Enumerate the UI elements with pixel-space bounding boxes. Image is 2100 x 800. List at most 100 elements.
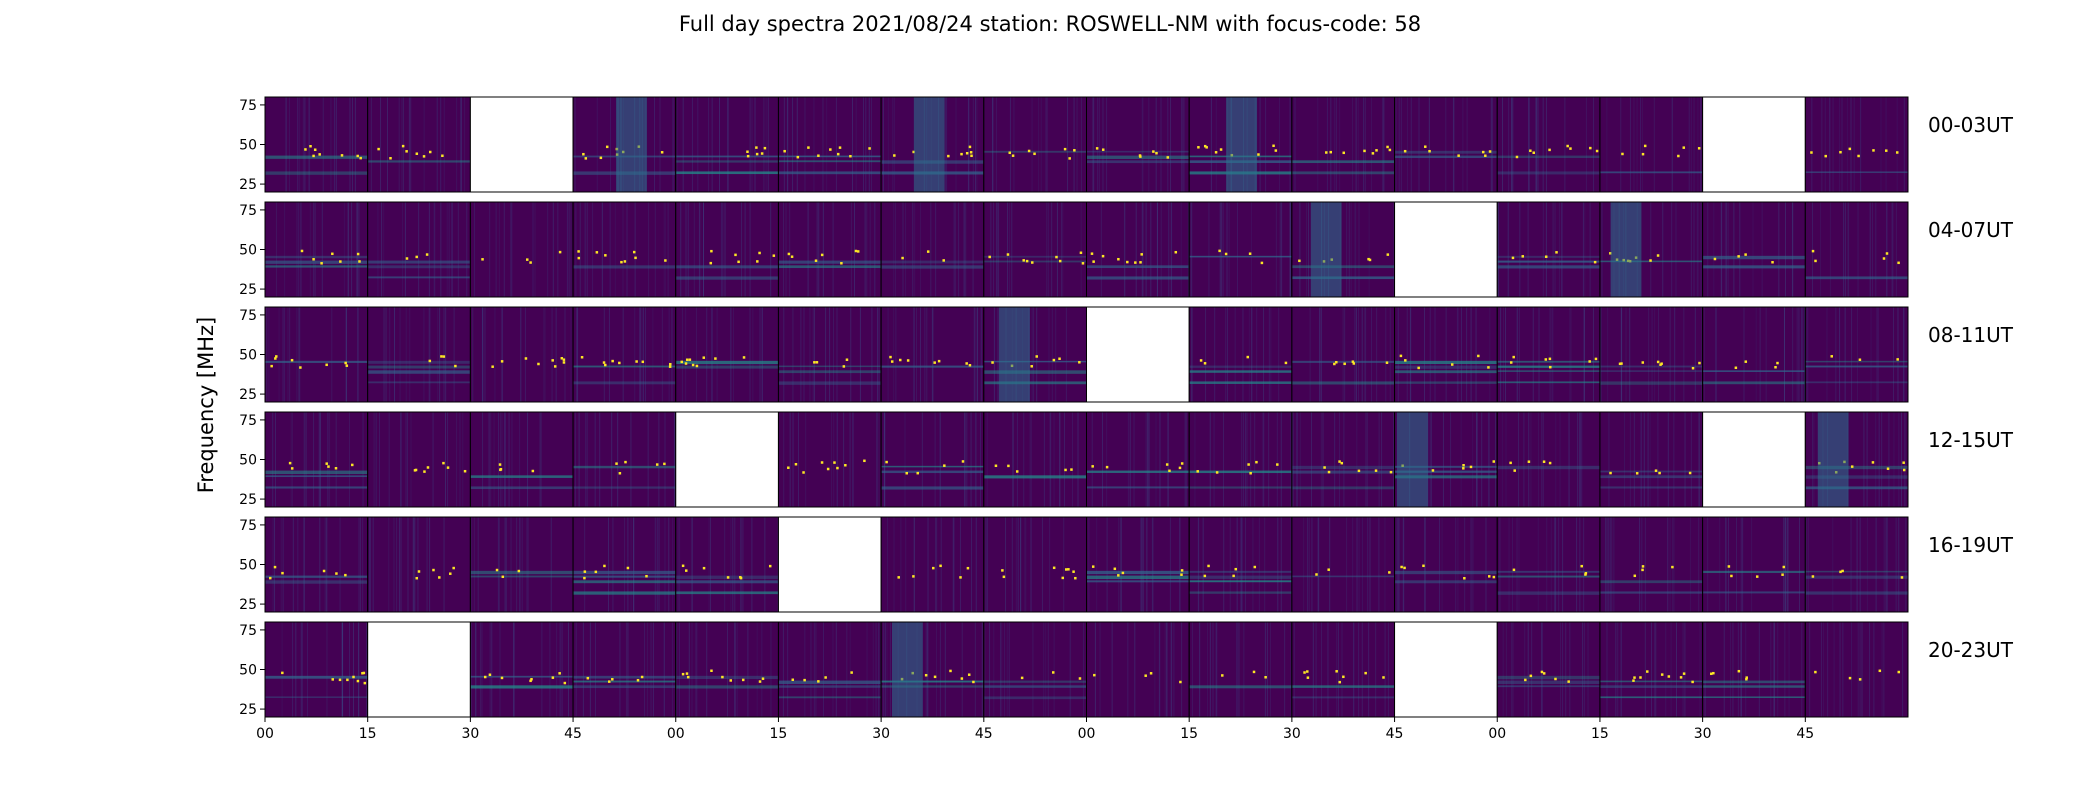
spectrogram-panel bbox=[1804, 516, 1909, 613]
spectrogram-panel bbox=[264, 516, 369, 613]
y-tick-label: 50 bbox=[239, 453, 257, 469]
spectrogram-panel bbox=[1496, 96, 1601, 193]
spectrogram-panel bbox=[880, 411, 985, 508]
x-tick-label: 00 bbox=[256, 726, 274, 742]
spectrogram-panel bbox=[1188, 201, 1293, 298]
spectrogram-panel bbox=[469, 306, 574, 403]
spectrogram-panel bbox=[1804, 306, 1909, 403]
spectrogram-panel bbox=[983, 621, 1087, 718]
spectrogram-panel bbox=[264, 96, 369, 193]
x-tick-label: 00 bbox=[1488, 726, 1506, 742]
missing-panel bbox=[777, 516, 882, 613]
spectrogram-panel bbox=[572, 201, 677, 298]
spectrogram-panel bbox=[983, 411, 1087, 508]
x-tick-label: 30 bbox=[872, 726, 890, 742]
spectrogram-panel bbox=[1086, 516, 1190, 613]
row-label: 20-23UT bbox=[1928, 638, 2014, 662]
spectrogram-panel bbox=[1291, 306, 1396, 403]
x-tick-label: 30 bbox=[461, 726, 479, 742]
spectrogram-panel bbox=[675, 96, 779, 193]
spectrogram-panel bbox=[367, 411, 471, 508]
spectrogram-panel bbox=[983, 306, 1087, 403]
spectrogram-panel bbox=[880, 96, 985, 193]
y-tick-label: 75 bbox=[239, 98, 257, 114]
spectrogram-panel bbox=[1804, 411, 1909, 508]
spectrogram-panel bbox=[1394, 96, 1498, 193]
spectrogram-panel bbox=[1599, 201, 1704, 298]
y-tick-label: 25 bbox=[239, 702, 257, 718]
y-tick-label: 50 bbox=[239, 243, 257, 259]
y-tick-label: 25 bbox=[239, 387, 257, 403]
spectrogram-panel bbox=[1702, 306, 1806, 403]
y-tick-label: 25 bbox=[239, 492, 257, 508]
spectrogram-panel bbox=[1188, 411, 1293, 508]
spectrogram-panel bbox=[367, 306, 471, 403]
spectrogram-panel bbox=[1496, 411, 1601, 508]
spectrogram-panel bbox=[1086, 621, 1190, 718]
spectrogram-panel bbox=[1804, 621, 1909, 718]
x-tick-label: 45 bbox=[564, 726, 582, 742]
spectrogram-panel bbox=[1702, 516, 1806, 613]
x-tick-label: 15 bbox=[1591, 726, 1609, 742]
missing-panel bbox=[1086, 306, 1190, 403]
x-tick-label: 15 bbox=[770, 726, 788, 742]
y-tick-label: 75 bbox=[239, 203, 257, 219]
spectrogram-panel bbox=[1599, 621, 1704, 718]
spectrogram-panel bbox=[777, 411, 882, 508]
spectrogram-panel bbox=[367, 201, 471, 298]
spectrogram-panel bbox=[469, 201, 574, 298]
spectrogram-panel bbox=[1291, 621, 1396, 718]
spectrogram-panel bbox=[572, 621, 677, 718]
spectrogram-panel bbox=[1496, 516, 1601, 613]
spectrogram-panel bbox=[1599, 306, 1704, 403]
missing-panel bbox=[1702, 411, 1806, 508]
y-tick-label: 50 bbox=[239, 348, 257, 364]
spectrogram-panel bbox=[880, 621, 985, 718]
spectrogram-panel bbox=[1086, 96, 1190, 193]
x-tick-label: 45 bbox=[975, 726, 993, 742]
row-label: 04-07UT bbox=[1928, 218, 2014, 242]
missing-panel bbox=[675, 411, 779, 508]
y-tick-label: 50 bbox=[239, 663, 257, 679]
spectrogram-panel bbox=[1496, 201, 1601, 298]
y-tick-label: 50 bbox=[239, 558, 257, 574]
x-tick-label: 30 bbox=[1283, 726, 1301, 742]
spectrogram-panel bbox=[469, 621, 574, 718]
spectrogram-panel bbox=[1291, 516, 1396, 613]
spectrogram-panel bbox=[675, 516, 779, 613]
spectrogram-panel bbox=[880, 306, 985, 403]
missing-panel bbox=[1394, 201, 1498, 298]
spectrogram-panel bbox=[777, 201, 882, 298]
spectrogram-panel bbox=[1188, 516, 1293, 613]
x-tick-label: 00 bbox=[1078, 726, 1096, 742]
chart-title: Full day spectra 2021/08/24 station: ROS… bbox=[678, 12, 1422, 36]
spectrogram-panel bbox=[572, 96, 677, 193]
spectrogram-panel bbox=[1496, 306, 1601, 403]
missing-panel bbox=[1394, 621, 1498, 718]
y-tick-label: 75 bbox=[239, 308, 257, 324]
spectrogram-panel bbox=[1394, 411, 1498, 508]
spectrogram-panel bbox=[367, 516, 471, 613]
y-tick-label: 50 bbox=[239, 138, 257, 154]
spectrogram-panel bbox=[1599, 411, 1704, 508]
spectrogram-panel bbox=[1599, 96, 1704, 193]
spectrogram-panel bbox=[1804, 96, 1909, 193]
spectrogram-panel bbox=[1188, 306, 1293, 403]
spectrogram-panel bbox=[983, 201, 1087, 298]
x-tick-label: 15 bbox=[359, 726, 377, 742]
missing-panel bbox=[367, 621, 471, 718]
spectrogram-panel bbox=[1394, 306, 1498, 403]
spectrogram-panel bbox=[1599, 516, 1704, 613]
missing-panel bbox=[1702, 96, 1806, 193]
spectrogram-panel bbox=[1394, 516, 1498, 613]
y-tick-label: 25 bbox=[239, 177, 257, 193]
spectrogram-panel bbox=[367, 96, 471, 193]
x-tick-label: 45 bbox=[1796, 726, 1814, 742]
spectrogram-panel bbox=[1804, 201, 1909, 298]
spectrogram-panel bbox=[675, 621, 779, 718]
spectrogram-panel bbox=[264, 306, 369, 403]
spectrogram-panel bbox=[880, 201, 985, 298]
x-tick-label: 00 bbox=[667, 726, 685, 742]
